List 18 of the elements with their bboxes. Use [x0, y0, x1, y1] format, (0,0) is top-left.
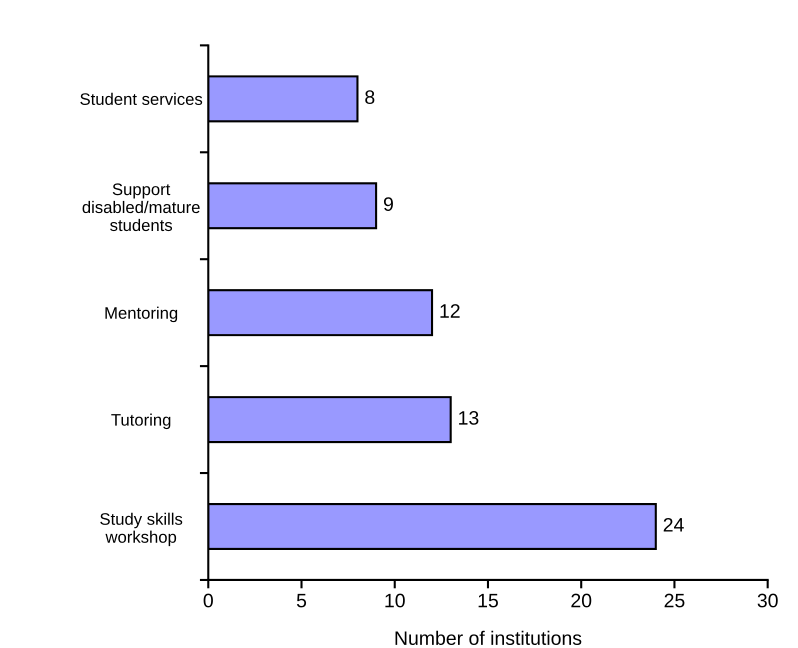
y-tick-label: Study skills workshop	[100, 512, 182, 546]
x-tick-label: 25	[664, 594, 684, 608]
y-tick-label: Mentoring	[105, 306, 178, 322]
data-label: 13	[459, 411, 478, 425]
x-tick-label: 15	[478, 594, 498, 608]
x-tick-label: 20	[571, 594, 592, 608]
data-label: 9	[384, 197, 393, 211]
data-label: 8	[365, 90, 374, 104]
x-tick-label: 0	[204, 594, 213, 608]
y-tick-label: Student services	[80, 92, 202, 106]
x-tick-label: 30	[758, 594, 778, 608]
data-label: 12	[440, 304, 460, 318]
data-label: 24	[664, 518, 684, 532]
y-tick-label: Support disabled/mature students	[82, 183, 200, 232]
y-tick-label: Tutoring	[111, 414, 170, 430]
x-axis-title: Number of institutions	[396, 630, 582, 646]
x-tick-label: 5	[296, 594, 306, 608]
x-tick-label: 10	[385, 594, 405, 608]
